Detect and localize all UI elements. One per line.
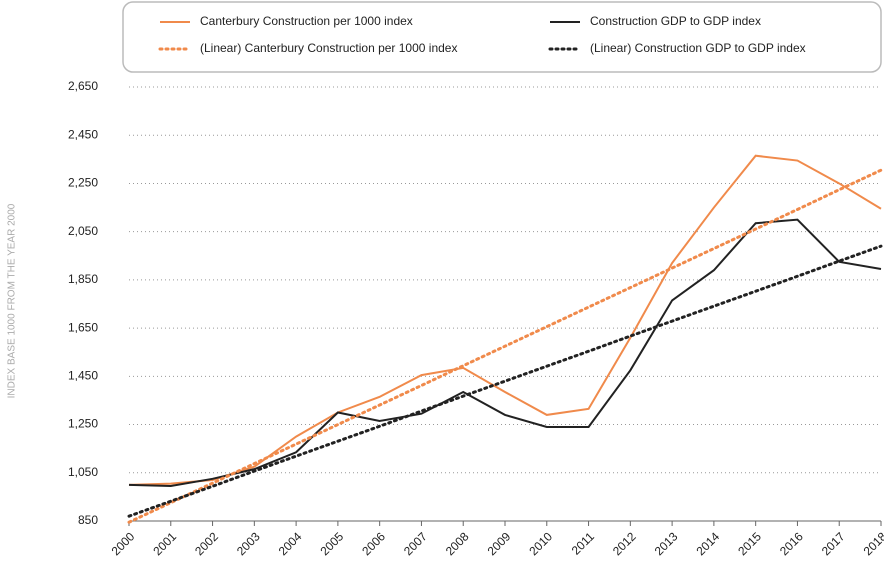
x-tick-label: 2007 bbox=[401, 529, 430, 558]
y-tick-label: 1,050 bbox=[68, 465, 98, 479]
x-tick-label: 2005 bbox=[317, 529, 346, 558]
series-line bbox=[127, 168, 883, 524]
y-tick-label: 2,450 bbox=[68, 127, 98, 141]
x-tick-label: 2002 bbox=[192, 529, 221, 558]
y-tick-label: 1,650 bbox=[68, 320, 98, 334]
y-tick-label: 2,050 bbox=[68, 224, 98, 238]
legend-label: Construction GDP to GDP index bbox=[590, 14, 761, 28]
legend-label: (Linear) Canterbury Construction per 100… bbox=[200, 41, 457, 55]
y-axis-label: INDEX BASE 1000 FROM THE YEAR 2000 bbox=[7, 203, 18, 398]
x-tick-label: 2009 bbox=[485, 529, 514, 558]
series-line bbox=[128, 218, 882, 488]
x-tick-label: 2013 bbox=[652, 529, 681, 558]
y-tick-label: 2,650 bbox=[68, 79, 98, 93]
x-tick-label: 2008 bbox=[443, 529, 472, 558]
legend-box bbox=[122, 1, 882, 73]
y-tick-label: 850 bbox=[78, 513, 98, 527]
y-tick-label: 1,450 bbox=[68, 369, 98, 383]
x-tick-label: 2001 bbox=[150, 529, 179, 558]
x-tick-label: 2000 bbox=[109, 529, 138, 558]
x-tick-label: 2006 bbox=[359, 529, 388, 558]
y-tick-label: 1,850 bbox=[68, 272, 98, 286]
x-tick-label: 2011 bbox=[569, 529, 597, 557]
y-tick-label: 2,250 bbox=[68, 176, 98, 190]
series-line bbox=[127, 244, 883, 518]
x-tick-label: 2018 bbox=[861, 529, 884, 558]
legend-label: Canterbury Construction per 1000 index bbox=[200, 14, 413, 28]
x-tick-label: 2015 bbox=[735, 529, 764, 558]
legend-label: (Linear) Construction GDP to GDP index bbox=[590, 41, 806, 55]
y-tick-label: 1,250 bbox=[68, 417, 98, 431]
x-tick-label: 2004 bbox=[276, 529, 305, 558]
x-tick-label: 2017 bbox=[819, 529, 848, 558]
x-tick-label: 2003 bbox=[234, 529, 263, 558]
x-tick-label: 2014 bbox=[693, 529, 722, 558]
x-tick-label: 2012 bbox=[610, 529, 639, 558]
x-tick-label: 2016 bbox=[777, 529, 806, 558]
x-tick-label: 2010 bbox=[526, 529, 555, 558]
series-line bbox=[128, 154, 882, 486]
